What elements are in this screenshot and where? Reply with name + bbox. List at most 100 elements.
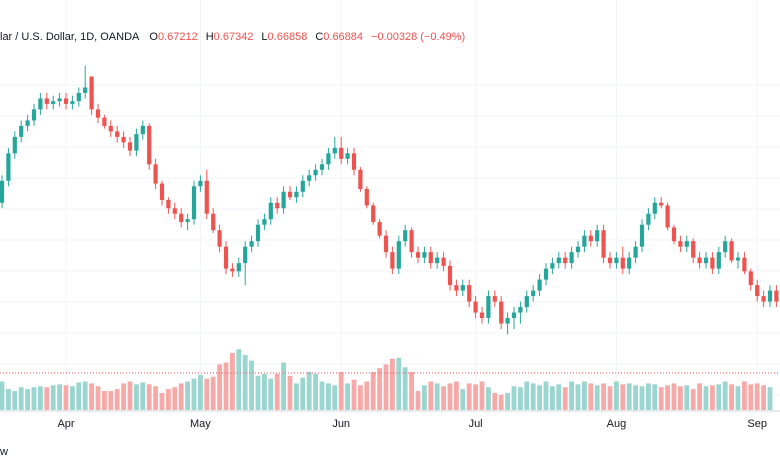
candle-body [377, 221, 382, 236]
candle [665, 202, 670, 231]
candle [415, 246, 421, 264]
volume-bar [562, 387, 568, 410]
candle [204, 169, 209, 220]
candle-body [678, 241, 683, 247]
volume-bar [441, 386, 446, 410]
volume-bar [274, 373, 280, 410]
candle [524, 290, 529, 313]
candle [774, 285, 779, 308]
candle [294, 186, 299, 203]
candle [646, 208, 651, 231]
candle-body [767, 290, 773, 302]
candle [198, 175, 203, 192]
volume-bar [230, 353, 235, 410]
candle [697, 252, 702, 269]
volume-bar [89, 383, 94, 410]
candle [332, 136, 337, 159]
footer-text: w [0, 446, 8, 458]
candle-body [659, 202, 664, 206]
volume-bar [550, 386, 555, 410]
candle-body [511, 312, 517, 319]
candle [166, 197, 171, 214]
volume-bar [703, 386, 709, 410]
candle [268, 197, 273, 225]
volume-bar [742, 381, 747, 410]
candle [473, 296, 478, 319]
candle-body [179, 213, 184, 222]
open-value: 0.67212 [157, 31, 198, 43]
candle [76, 87, 81, 107]
candle [319, 158, 325, 176]
candle-body [761, 296, 766, 302]
volume-bar [710, 385, 715, 410]
volume-bar [134, 384, 139, 410]
volume-bar [678, 386, 683, 410]
candle-body [435, 257, 440, 264]
candle [57, 92, 62, 107]
candle [543, 263, 549, 286]
candle-body [755, 285, 760, 297]
candle-body [115, 131, 120, 137]
candle [569, 246, 574, 269]
candle [108, 120, 113, 137]
volume-bar [569, 381, 574, 410]
volume-bar [479, 381, 485, 410]
candle-body [281, 191, 286, 209]
candle-body [108, 125, 113, 132]
volume-bar [12, 391, 18, 410]
candle-body [185, 219, 190, 222]
volume-bar [140, 382, 146, 410]
candle [179, 208, 184, 228]
volume-bar [556, 384, 562, 410]
volume-bar [313, 373, 318, 410]
candle-body [556, 257, 561, 264]
candle [211, 208, 216, 233]
candle [313, 164, 318, 181]
volume-bar [505, 392, 510, 410]
volume-bar [518, 387, 523, 410]
candle-body [236, 263, 241, 272]
candle [300, 175, 305, 198]
candle-body [313, 169, 318, 176]
month-tick-label: Apr [57, 418, 74, 430]
candle [684, 235, 689, 253]
volume-bar [25, 389, 30, 410]
volume-bar [511, 386, 517, 410]
volume-bar [95, 386, 101, 410]
candle [102, 114, 107, 129]
volume-bar [249, 360, 254, 410]
candle-body [684, 241, 689, 247]
candle-body [102, 117, 107, 126]
volume-bar [57, 384, 62, 410]
volume-bar [684, 385, 690, 410]
volume-bar [665, 385, 670, 410]
candle [307, 169, 312, 187]
volume-bar [454, 381, 459, 410]
volume-bar [281, 362, 286, 410]
volume-bar [639, 386, 645, 410]
volume-bar [473, 384, 478, 410]
high-value: 0.67342 [213, 31, 254, 43]
candle [127, 136, 133, 157]
volume-bar [217, 364, 222, 410]
volume-bar [524, 381, 530, 410]
candle-body [25, 120, 30, 126]
candle-body [486, 296, 491, 319]
candle-body [275, 202, 280, 209]
volume-bar [121, 383, 126, 410]
volume-bar [377, 368, 382, 410]
candle [761, 290, 766, 308]
volume-bar [498, 394, 504, 410]
candle-body [716, 252, 721, 269]
candle [255, 219, 261, 247]
candle [83, 65, 88, 99]
candle [492, 290, 497, 308]
candle [767, 285, 773, 308]
symbol-label: lar / U.S. Dollar, 1D, OANDA [0, 31, 140, 43]
candle-body [601, 230, 606, 258]
candle [159, 180, 165, 206]
candle-body [211, 213, 216, 231]
volume-bar [543, 381, 549, 410]
volume-bar [223, 362, 229, 410]
